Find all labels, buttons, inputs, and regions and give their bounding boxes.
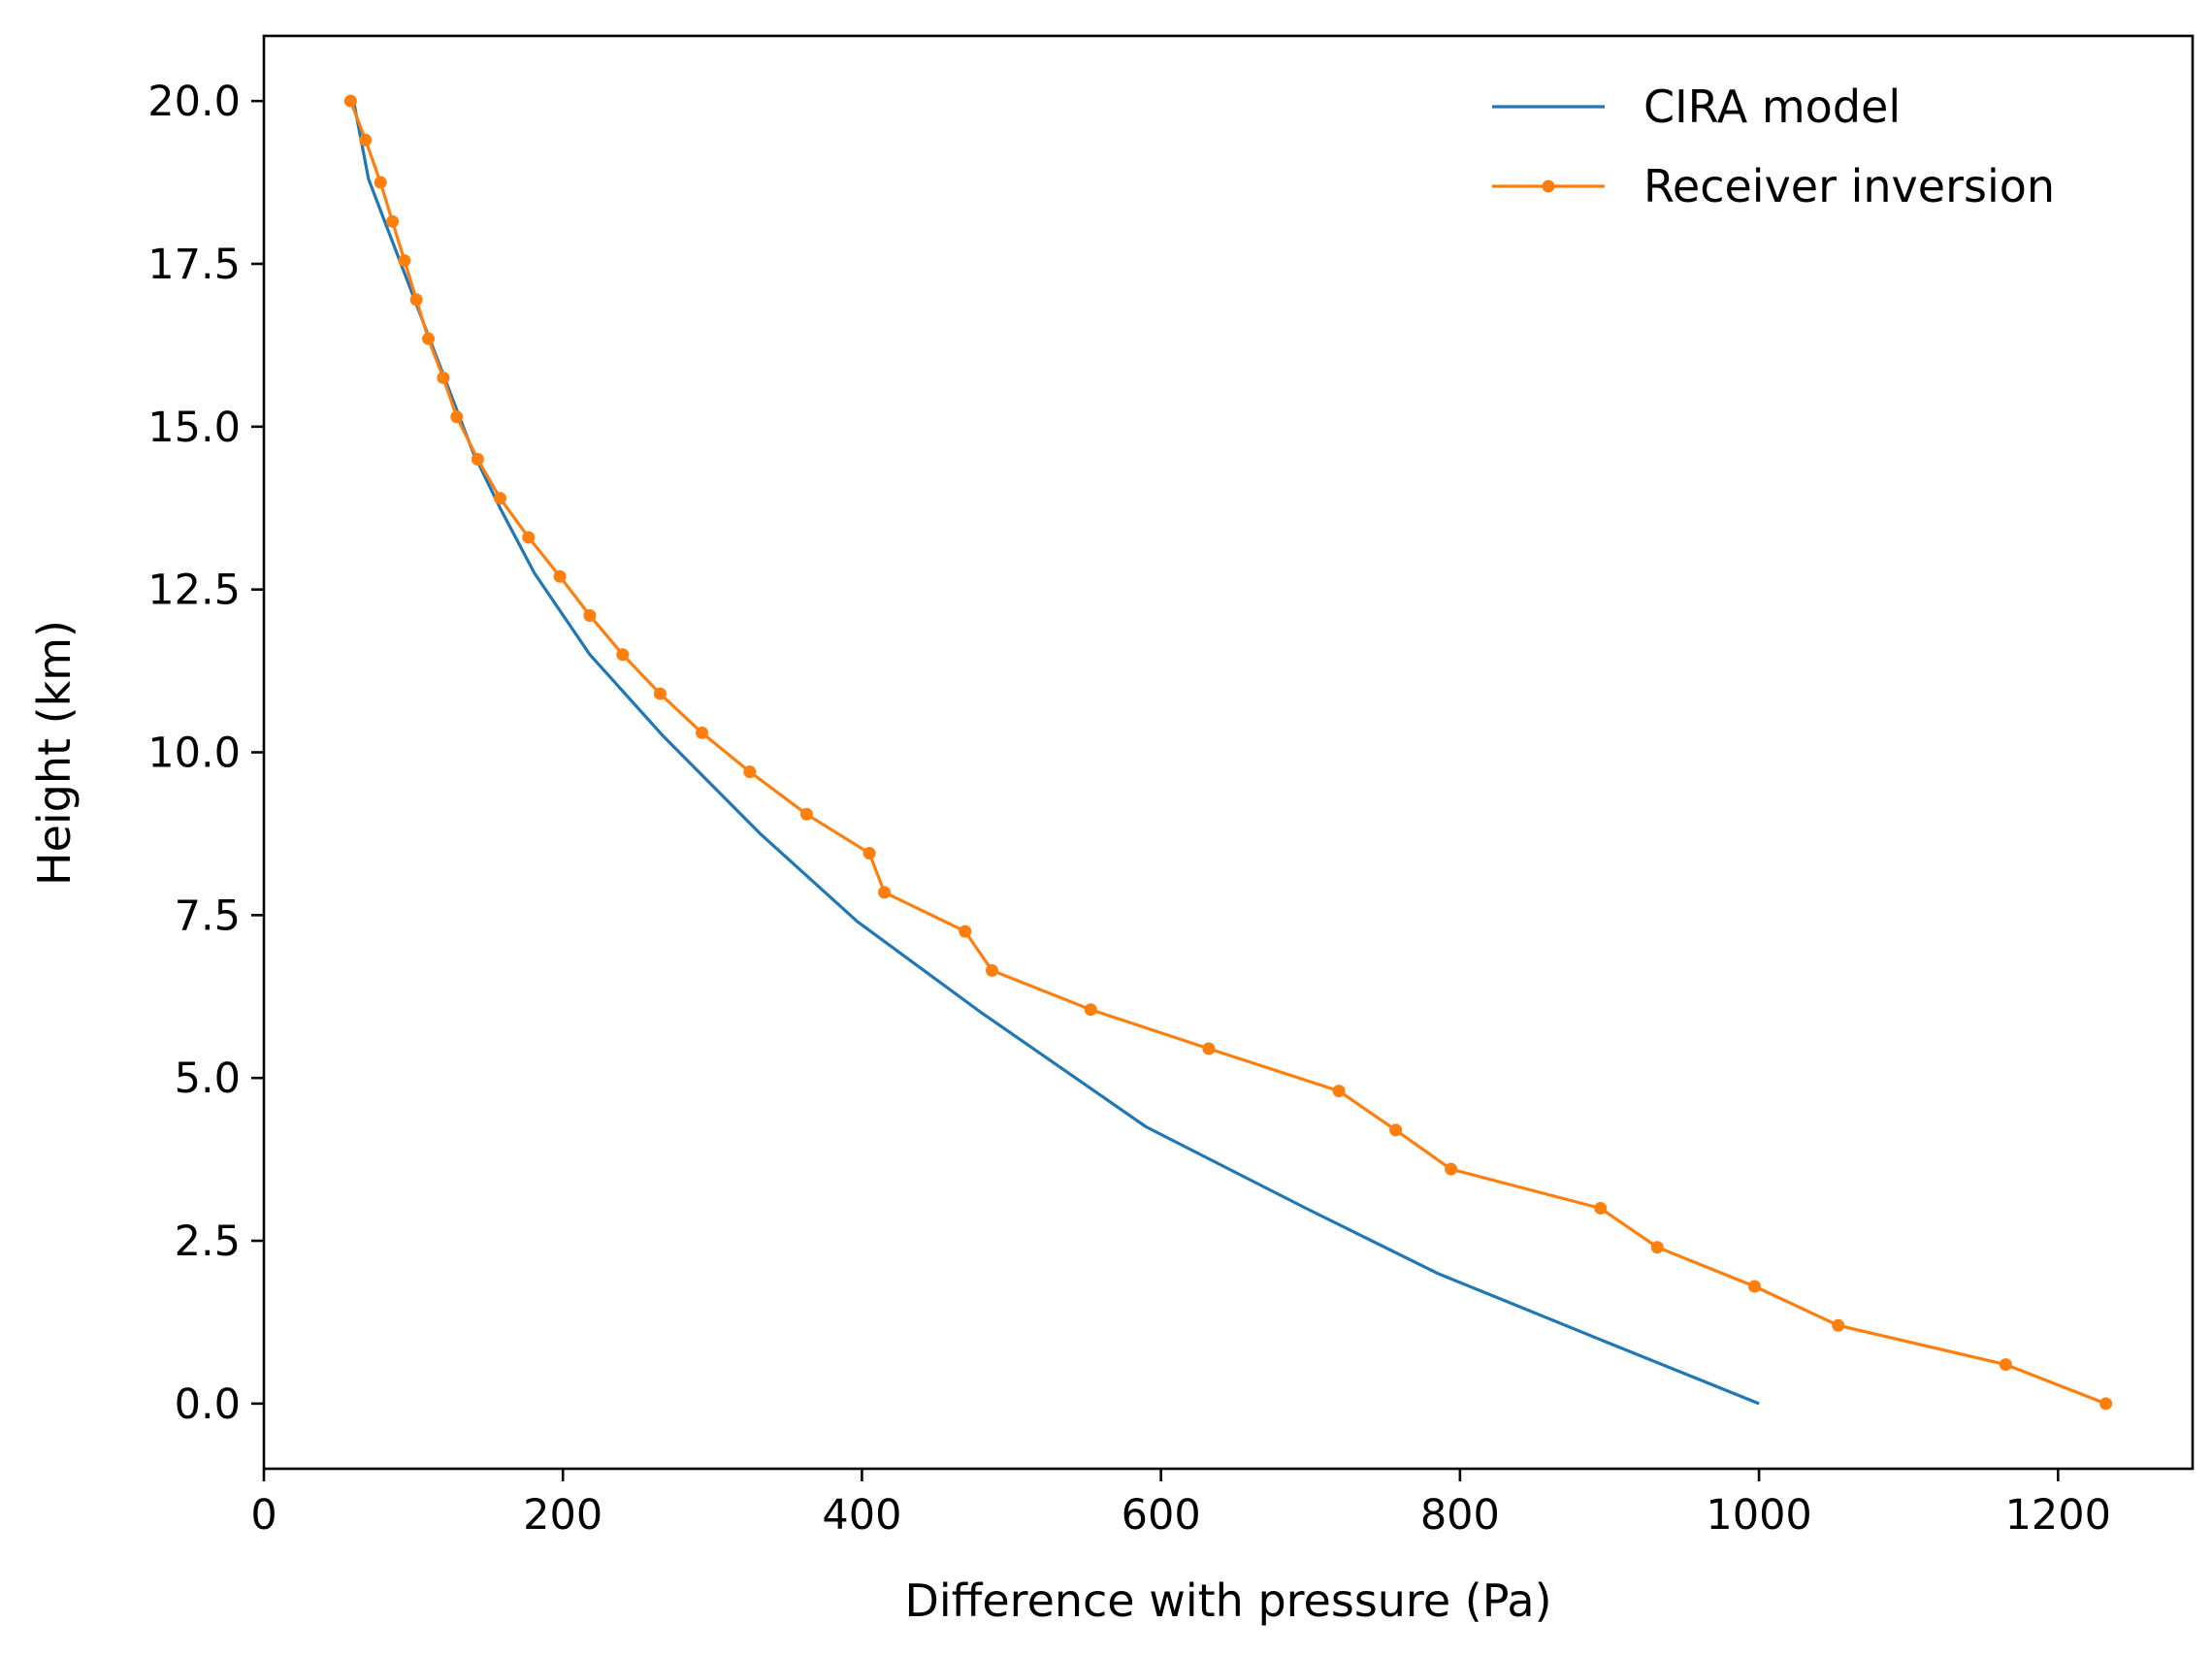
data-point-receiver-inversion <box>696 726 709 739</box>
data-point-receiver-inversion <box>1747 1280 1761 1293</box>
data-point-receiver-inversion <box>450 410 464 424</box>
data-point-receiver-inversion <box>359 133 373 146</box>
data-point-receiver-inversion <box>343 94 357 108</box>
data-point-receiver-inversion <box>743 765 757 779</box>
y-tick-label: 7.5 <box>175 892 241 940</box>
legend-marker-receiver-inversion <box>1542 179 1555 193</box>
y-tick-label: 12.5 <box>147 567 241 615</box>
x-tick-label: 1200 <box>2005 1491 2111 1540</box>
data-point-receiver-inversion <box>522 531 536 544</box>
data-point-receiver-inversion <box>374 176 387 189</box>
data-point-receiver-inversion <box>1999 1358 2012 1372</box>
data-point-receiver-inversion <box>1084 1003 1097 1017</box>
legend-label-cira-model: CIRA model <box>1643 81 1901 133</box>
data-point-receiver-inversion <box>986 963 999 977</box>
x-axis-ticks: 0 200 400 600 800 1000 1200 <box>250 1469 2111 1540</box>
x-axis-label: Difference with pressure (Pa) <box>904 1574 1551 1627</box>
data-point-receiver-inversion <box>799 807 813 821</box>
y-tick-label: 17.5 <box>147 241 241 289</box>
series-line-cira-model <box>351 100 1760 1406</box>
data-point-receiver-inversion <box>878 886 892 899</box>
y-axis-label: Height (km) <box>28 620 81 886</box>
data-point-receiver-inversion <box>862 847 876 860</box>
series-layer <box>343 94 2113 1411</box>
data-point-receiver-inversion <box>386 214 400 228</box>
x-tick-label: 400 <box>822 1491 901 1540</box>
data-point-receiver-inversion <box>1650 1241 1664 1254</box>
data-point-receiver-inversion <box>583 609 597 623</box>
data-point-receiver-inversion <box>653 687 667 700</box>
data-point-receiver-inversion <box>409 293 423 307</box>
data-point-receiver-inversion <box>437 371 450 384</box>
legend-label-receiver-inversion: Receiver inversion <box>1643 160 2055 212</box>
x-tick-label: 1000 <box>1706 1491 1811 1540</box>
x-tick-label: 800 <box>1420 1491 1500 1540</box>
data-point-receiver-inversion <box>493 492 506 505</box>
y-tick-label: 5.0 <box>175 1055 241 1103</box>
series-line-receiver-inversion <box>348 100 2107 1406</box>
y-tick-label: 2.5 <box>175 1217 241 1266</box>
y-tick-label: 0.0 <box>175 1380 241 1429</box>
y-axis-ticks: 0.0 2.5 5.0 7.5 10.0 12.5 15.0 17.5 20.0 <box>147 78 264 1429</box>
data-point-receiver-inversion <box>1832 1318 1845 1332</box>
data-point-receiver-inversion <box>1594 1201 1608 1215</box>
data-point-receiver-inversion <box>398 254 411 268</box>
data-point-receiver-inversion <box>422 332 436 345</box>
data-point-receiver-inversion <box>1389 1123 1403 1137</box>
data-point-receiver-inversion <box>1445 1162 1458 1176</box>
data-point-receiver-inversion <box>471 452 484 466</box>
x-tick-label: 0 <box>250 1491 276 1540</box>
data-point-receiver-inversion <box>616 648 630 662</box>
y-tick-label: 10.0 <box>147 730 241 778</box>
x-tick-label: 200 <box>523 1491 602 1540</box>
y-tick-label: 20.0 <box>147 78 241 126</box>
legend: CIRA model Receiver inversion <box>1492 81 2055 212</box>
data-point-receiver-inversion <box>959 925 972 938</box>
x-tick-label: 600 <box>1122 1491 1201 1540</box>
data-point-receiver-inversion <box>1202 1042 1216 1055</box>
data-point-receiver-inversion <box>1332 1085 1346 1098</box>
data-point-receiver-inversion <box>553 569 567 583</box>
data-point-receiver-inversion <box>2099 1397 2113 1411</box>
y-tick-label: 15.0 <box>147 404 241 452</box>
